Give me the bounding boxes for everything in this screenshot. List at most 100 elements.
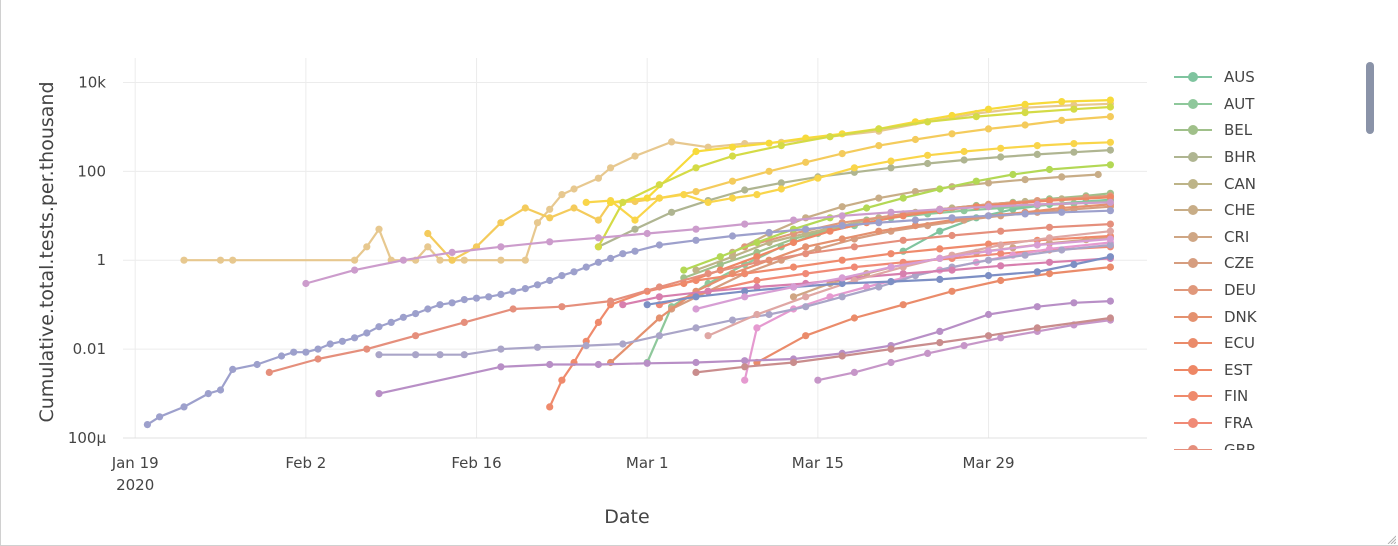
data-point <box>363 243 371 251</box>
data-point <box>607 254 615 262</box>
series-vnm <box>643 253 1114 309</box>
data-point <box>594 360 603 369</box>
series-gbr <box>265 220 1114 376</box>
data-point <box>497 243 505 251</box>
data-point <box>802 158 810 166</box>
data-point <box>948 214 956 222</box>
data-point <box>290 348 298 356</box>
data-point <box>1033 241 1041 249</box>
data-point <box>692 266 700 274</box>
data-point <box>631 247 639 255</box>
legend-label: CHE <box>1224 201 1256 220</box>
legend-item-est[interactable]: EST <box>1168 357 1348 384</box>
legend-item-bhr[interactable]: BHR <box>1168 144 1348 171</box>
legend-item-cze[interactable]: CZE <box>1168 250 1348 277</box>
data-point <box>1106 253 1114 261</box>
data-point <box>582 342 590 350</box>
data-point <box>838 352 846 360</box>
data-point <box>607 297 615 305</box>
data-point <box>692 276 700 285</box>
data-point <box>1033 200 1041 208</box>
data-point <box>997 250 1005 258</box>
series-line <box>683 163 1111 272</box>
series-isl <box>180 100 1114 264</box>
data-point <box>448 299 456 307</box>
data-point <box>789 358 798 367</box>
window-left-border <box>0 0 1 546</box>
x-tick-label: Mar 15 <box>792 454 844 472</box>
data-point <box>229 365 237 373</box>
legend-item-dnk[interactable]: DNK <box>1168 303 1348 330</box>
data-point <box>997 227 1005 235</box>
legend-swatch-icon <box>1174 230 1212 244</box>
legend-item-bel[interactable]: BEL <box>1168 117 1348 144</box>
data-point <box>875 227 883 235</box>
data-point <box>460 318 468 326</box>
data-point <box>936 327 944 335</box>
data-point <box>789 263 798 271</box>
legend-item-aut[interactable]: AUT <box>1168 91 1348 118</box>
data-point <box>436 301 444 309</box>
data-point <box>887 250 895 258</box>
legend-swatch-icon <box>1174 150 1212 164</box>
legend-item-cri[interactable]: CRI <box>1168 224 1348 251</box>
legend-swatch-icon <box>1174 389 1212 403</box>
data-point <box>607 198 615 206</box>
legend-item-gbr[interactable]: GBR <box>1168 436 1348 450</box>
data-point <box>546 205 554 213</box>
data-point <box>570 268 578 276</box>
data-point <box>887 208 895 216</box>
data-point <box>570 185 578 193</box>
data-point <box>924 349 932 357</box>
data-point <box>887 157 895 165</box>
data-point <box>533 281 542 289</box>
legend-swatch-icon <box>1174 123 1212 137</box>
data-point <box>1033 303 1041 311</box>
legend-item-aus[interactable]: AUS <box>1168 64 1348 91</box>
legend-swatch-icon <box>1174 310 1212 324</box>
data-point <box>436 351 444 359</box>
data-point <box>997 334 1005 342</box>
legend-item-fra[interactable]: FRA <box>1168 410 1348 437</box>
data-point <box>704 198 712 206</box>
series-sgp <box>302 198 1114 288</box>
data-point <box>594 216 603 224</box>
legend-item-ecu[interactable]: ECU <box>1168 330 1348 357</box>
data-point <box>1021 109 1029 117</box>
data-point <box>802 270 810 278</box>
data-point <box>558 272 566 280</box>
data-point <box>643 301 651 309</box>
data-point <box>728 232 737 240</box>
data-point <box>460 296 468 304</box>
data-point <box>594 234 603 242</box>
data-point <box>1058 208 1066 216</box>
data-point <box>875 125 883 133</box>
legend-item-deu[interactable]: DEU <box>1168 277 1348 304</box>
data-point <box>497 256 505 264</box>
data-point <box>594 318 603 326</box>
data-point <box>570 204 578 212</box>
data-point <box>1106 263 1114 271</box>
data-point <box>960 156 968 164</box>
data-point <box>936 254 944 262</box>
legend-scrollbar[interactable] <box>1366 62 1374 134</box>
legend-item-che[interactable]: CHE <box>1168 197 1348 224</box>
data-point <box>899 212 907 220</box>
resize-grip-icon[interactable] <box>1386 534 1396 544</box>
data-point <box>375 323 383 331</box>
y-tick-label: 0.01 <box>73 340 106 358</box>
data-point <box>1106 138 1114 146</box>
data-point <box>1021 176 1029 184</box>
data-point <box>728 177 737 185</box>
data-point <box>838 235 846 243</box>
legend-item-fin[interactable]: FIN <box>1168 383 1348 410</box>
data-point <box>594 174 603 182</box>
data-point <box>229 256 237 264</box>
legend-item-can[interactable]: CAN <box>1168 170 1348 197</box>
data-point <box>1033 142 1041 150</box>
data-point <box>850 164 859 172</box>
y-tick-label: 1 <box>96 251 106 269</box>
data-point <box>668 208 676 216</box>
data-point <box>936 205 944 213</box>
